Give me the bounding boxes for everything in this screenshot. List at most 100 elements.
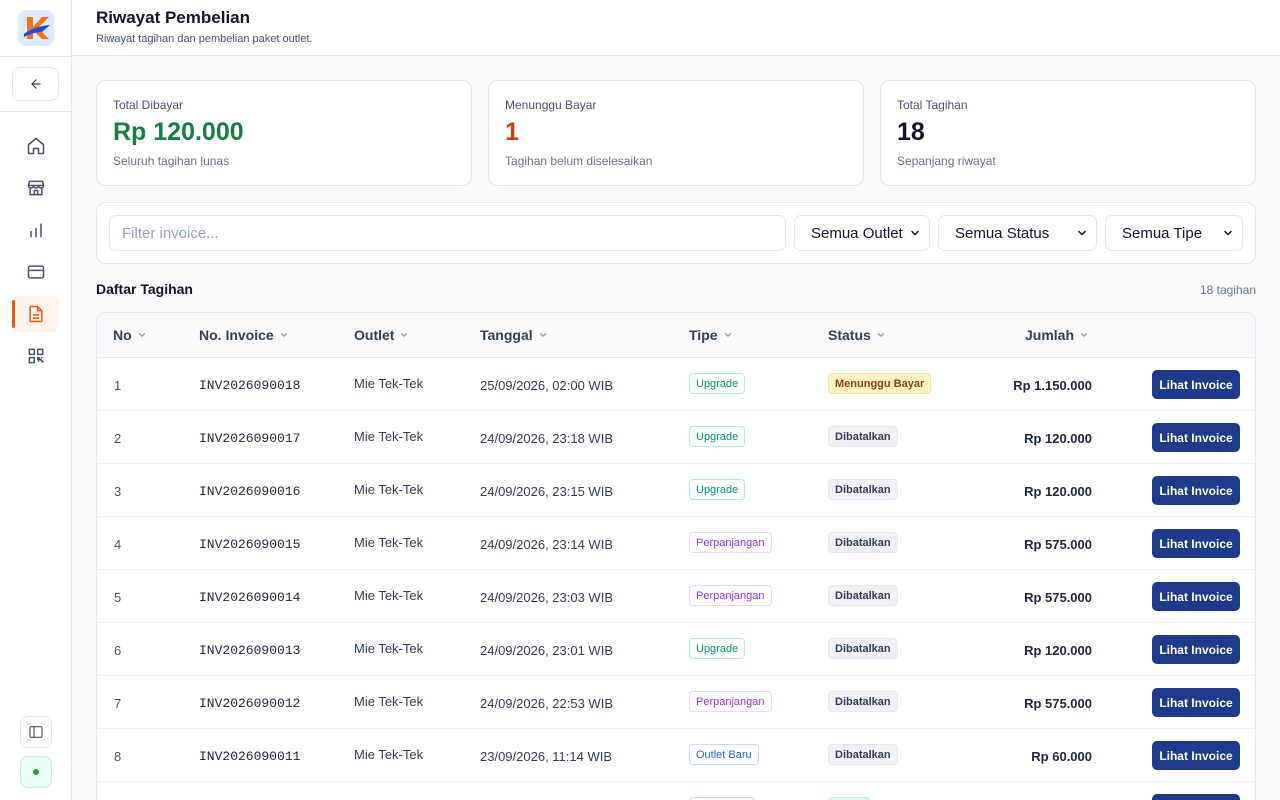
view-invoice-button[interactable]: Lihat Invoice [1152,635,1240,664]
type-badge-partial [689,797,755,800]
chevron-down-icon [724,333,731,337]
type-badge: Perpanjangan [689,532,772,553]
invoice-list-title: Daftar Tagihan [96,281,193,297]
view-invoice-button[interactable]: Lihat Invoice [1152,370,1240,399]
status-filter-value: Semua Status [955,224,1050,242]
stat-description: Tagihan belum diselesaikan [505,154,653,168]
table-row: 1 INV2026090018 Mie Tek-Tek 25/09/2026, … [97,358,1255,411]
cell-no: 4 [114,537,122,552]
type-badge: Upgrade [689,479,746,500]
column-header-no[interactable]: No [113,327,147,343]
cell-amount: Rp 120.000 [1024,484,1092,499]
view-invoice-button[interactable]: Lihat Invoice [1152,688,1240,717]
cell-no: 6 [114,643,122,658]
type-badge: Outlet Baru [689,744,759,765]
cell-amount: Rp 120.000 [1024,431,1092,446]
sidebar-item-billing[interactable] [12,254,59,290]
cell-amount: Rp 575.000 [1024,537,1092,552]
page-header: Riwayat Pembelian Riwayat tagihan dan pe… [72,0,1280,56]
status-filter-select[interactable]: Semua Status [938,215,1097,251]
home-icon [27,137,44,155]
stat-description: Sepanjang riwayat [897,154,996,168]
sidebar-item-outlet[interactable] [12,170,59,206]
column-label: No. Invoice [199,327,274,343]
cell-invoice-number: INV2026090018 [199,378,301,393]
page-title: Riwayat Pembelian [96,8,251,27]
online-status-button[interactable] [20,756,52,788]
cell-amount: Rp 1.150.000 [1013,378,1092,393]
cell-invoice-number: INV2026090013 [199,643,301,658]
sidebar-item-qr[interactable] [12,338,59,374]
sidebar-panel-icon [29,726,43,738]
view-invoice-button[interactable]: Lihat Invoice [1152,476,1240,505]
table-row: 8 INV2026090011 Mie Tek-Tek 23/09/2026, … [97,729,1255,782]
cell-no: 1 [114,378,122,393]
type-filter-select[interactable]: Semua Tipe [1105,215,1243,251]
type-badge: Upgrade [689,373,746,394]
sidebar-item-home[interactable] [12,128,59,164]
chevron-down-icon [1224,230,1232,236]
table-row-partial [97,782,1255,800]
credit-card-icon [27,265,44,279]
status-badge: Dibatalkan [828,691,898,712]
chevron-down-icon [138,333,145,337]
cell-outlet: Mie Tek-Tek [354,747,424,762]
table-row: 3 INV2026090016 Mie Tek-Tek 24/09/2026, … [97,464,1255,517]
cell-outlet: Mie Tek-Tek [354,588,424,603]
sidebar-divider [0,111,71,112]
cell-outlet: Mie Tek-Tek [354,535,424,550]
sidebar-item-purchase-history[interactable] [12,296,59,332]
back-button[interactable] [12,67,59,101]
stat-label: Total Tagihan [897,98,968,112]
cell-outlet: Mie Tek-Tek [354,641,424,656]
cell-invoice-number: INV2026090016 [199,484,301,499]
cell-amount: Rp 575.000 [1024,590,1092,605]
status-badge: Dibatalkan [828,638,898,659]
status-badge: Dibatalkan [828,426,898,447]
chevron-down-icon [911,230,919,236]
cell-date: 23/09/2026, 11:14 WIB [480,749,613,764]
view-invoice-button-partial[interactable] [1152,794,1240,800]
cell-date: 24/09/2026, 23:03 WIB [480,590,613,605]
column-header-outlet[interactable]: Outlet [354,327,409,343]
column-header-date[interactable]: Tanggal [480,327,548,343]
column-header-amount[interactable]: Jumlah [1025,327,1089,343]
cell-no: 7 [114,696,122,711]
column-label: Status [828,327,871,343]
cell-date: 24/09/2026, 23:15 WIB [480,484,613,499]
column-header-type[interactable]: Tipe [689,327,733,343]
outlet-filter-select[interactable]: Semua Outlet [794,215,930,251]
bar-chart-icon [29,223,42,238]
cell-amount: Rp 60.000 [1031,749,1092,764]
chevron-down-icon [280,333,287,337]
collapse-sidebar-button[interactable] [20,716,52,748]
chevron-down-icon [401,333,408,337]
cell-invoice-number: INV2026090014 [199,590,301,605]
stat-card-total-paid: Total Dibayar Rp 120.000 Seluruh tagihan… [96,80,472,186]
column-header-status[interactable]: Status [828,327,886,343]
view-invoice-button[interactable]: Lihat Invoice [1152,423,1240,452]
cell-date: 25/09/2026, 02:00 WIB [480,378,613,393]
column-header-invoice[interactable]: No. Invoice [199,327,289,343]
stat-label: Menunggu Bayar [505,98,597,112]
table-row: 5 INV2026090014 Mie Tek-Tek 24/09/2026, … [97,570,1255,623]
sidebar-divider [0,56,71,57]
stat-description: Seluruh tagihan lunas [113,154,230,168]
column-label: Outlet [354,327,395,343]
view-invoice-button[interactable]: Lihat Invoice [1152,529,1240,558]
sidebar-item-reports[interactable] [12,212,59,248]
cell-outlet: Mie Tek-Tek [354,482,424,497]
cell-outlet: Mie Tek-Tek [354,376,424,391]
status-badge: Dibatalkan [828,532,898,553]
chevron-down-icon [1078,230,1086,236]
stat-card-total-invoices: Total Tagihan 18 Sepanjang riwayat [880,80,1256,186]
cell-no: 8 [114,749,122,764]
cell-invoice-number: INV2026090011 [199,749,301,764]
cell-amount: Rp 120.000 [1024,643,1092,658]
invoice-search-input[interactable] [109,215,786,251]
type-badge: Upgrade [689,426,746,447]
status-badge-partial [828,797,870,800]
view-invoice-button[interactable]: Lihat Invoice [1152,582,1240,611]
app-logo[interactable] [18,10,54,46]
view-invoice-button[interactable]: Lihat Invoice [1152,741,1240,770]
